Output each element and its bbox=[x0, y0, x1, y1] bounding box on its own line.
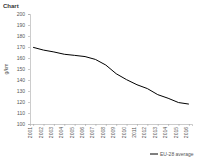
y-tick-mark bbox=[28, 14, 30, 15]
plot: 1001101201301401501601701801902002001200… bbox=[17, 11, 193, 138]
y-tick-mark bbox=[28, 80, 30, 81]
x-tick-mark bbox=[189, 124, 190, 126]
x-tick-label: 2012 bbox=[141, 127, 147, 138]
y-tick: 190 bbox=[17, 22, 30, 28]
x-tick-mark bbox=[127, 124, 128, 126]
x-axis: 2001 2002 2003 2004 2005 2006 2007 2008 2009 2010… bbox=[27, 124, 192, 138]
y-tick: 160 bbox=[17, 55, 30, 61]
x-tick-label: 2007 bbox=[89, 127, 95, 138]
x-tick: 2010 bbox=[121, 124, 128, 138]
y-tick-mark bbox=[28, 47, 30, 48]
x-tick-mark bbox=[95, 124, 96, 126]
x-tick-mark bbox=[116, 124, 117, 126]
y-tick-label: 190 bbox=[17, 22, 26, 28]
y-axis-title: g/km bbox=[3, 64, 9, 75]
y-tick-mark bbox=[28, 91, 30, 92]
x-tick-label: 2003 bbox=[48, 127, 54, 138]
y-axis: 100 110 120 130 140 150 160 170 180 190 200 bbox=[17, 11, 31, 127]
y-tick-mark bbox=[28, 102, 30, 103]
legend-swatch bbox=[150, 154, 158, 155]
x-tick-mark bbox=[75, 124, 76, 126]
legend: EU-28 average bbox=[150, 151, 194, 157]
y-tick-mark bbox=[28, 58, 30, 59]
y-tick: 170 bbox=[17, 44, 30, 50]
y-tick-mark bbox=[28, 25, 30, 26]
x-tick-mark bbox=[106, 124, 107, 126]
y-tick-label: 130 bbox=[17, 88, 26, 94]
x-tick-mark bbox=[54, 124, 55, 126]
y-tick: 150 bbox=[17, 66, 30, 72]
x-axis-line bbox=[31, 125, 193, 127]
y-tick-mark bbox=[28, 124, 30, 125]
y-tick: 180 bbox=[17, 33, 30, 39]
x-tick: 2011 bbox=[131, 124, 138, 138]
y-tick-label: 200 bbox=[17, 11, 26, 17]
x-tick-label: 2002 bbox=[38, 127, 44, 138]
x-tick-label: 2011 bbox=[131, 127, 137, 138]
y-tick: 120 bbox=[17, 99, 30, 105]
y-tick-label: 150 bbox=[17, 66, 26, 72]
title: Chart bbox=[3, 3, 19, 9]
x-tick-label: 2010 bbox=[121, 127, 127, 138]
y-tick-label: 100 bbox=[17, 121, 26, 127]
x-tick-mark bbox=[137, 124, 138, 126]
y-tick-mark bbox=[28, 36, 30, 37]
x-tick-mark bbox=[168, 124, 169, 126]
y-tick-label: 110 bbox=[17, 110, 25, 116]
series-group bbox=[33, 47, 189, 104]
line bbox=[33, 47, 189, 104]
x-tick: 2002 bbox=[38, 124, 45, 138]
x-tick-label: 2013 bbox=[152, 127, 158, 138]
x-tick-mark bbox=[64, 124, 65, 126]
x-tick-label: 2006 bbox=[79, 127, 85, 138]
x-tick-mark bbox=[44, 124, 45, 126]
x-tick-label: 2008 bbox=[100, 127, 106, 138]
legend-label: EU-28 average bbox=[160, 151, 194, 157]
x-tick: 2005 bbox=[69, 124, 76, 138]
x-tick-mark bbox=[147, 124, 148, 126]
y-tick: 140 bbox=[17, 77, 30, 83]
y-tick-mark bbox=[28, 113, 30, 114]
x-tick: 2016 bbox=[183, 124, 190, 138]
x-tick: 2013 bbox=[152, 124, 159, 138]
x-tick-mark bbox=[179, 124, 180, 126]
x-tick-mark bbox=[158, 124, 159, 126]
y-tick: 100 bbox=[17, 121, 30, 127]
x-tick: 2004 bbox=[58, 124, 64, 138]
x-tick-mark bbox=[33, 124, 34, 126]
x-tick-label: 2014 bbox=[162, 127, 168, 138]
y-tick: 110 bbox=[17, 110, 30, 116]
x-tick-label: 2004 bbox=[58, 127, 64, 138]
y-axis-line bbox=[28, 15, 31, 125]
y-tick-label: 120 bbox=[17, 99, 26, 105]
x-tick: 2008 bbox=[100, 124, 107, 138]
x-tick-label: 2015 bbox=[173, 127, 179, 138]
x-tick-label: 2009 bbox=[110, 127, 116, 138]
x-tick-mark bbox=[85, 124, 86, 126]
x-tick-label: 2005 bbox=[69, 127, 75, 138]
y-tick-label: 160 bbox=[17, 55, 26, 61]
x-tick: 2012 bbox=[141, 124, 148, 138]
x-tick-label: 2016 bbox=[183, 127, 189, 138]
y-tick: 130 bbox=[17, 88, 30, 94]
y-tick-label: 170 bbox=[17, 44, 26, 50]
y-tick-label: 180 bbox=[17, 33, 26, 39]
x-tick: 2003 bbox=[48, 124, 55, 138]
x-tick: 2001 bbox=[27, 124, 33, 138]
x-tick: 2009 bbox=[110, 124, 117, 138]
x-tick: 2006 bbox=[79, 124, 86, 138]
chart: Chart 100 110 120 130 140 150 160 170 180 190 200 20… bbox=[0, 0, 200, 160]
y-tick-mark bbox=[28, 69, 30, 70]
x-tick: 2007 bbox=[89, 124, 96, 138]
x-tick: 2015 bbox=[173, 124, 180, 138]
x-tick: 2014 bbox=[162, 124, 169, 138]
y-tick: 200 bbox=[17, 11, 30, 17]
y-tick-label: 140 bbox=[17, 77, 26, 83]
x-tick-label: 2001 bbox=[27, 127, 33, 138]
